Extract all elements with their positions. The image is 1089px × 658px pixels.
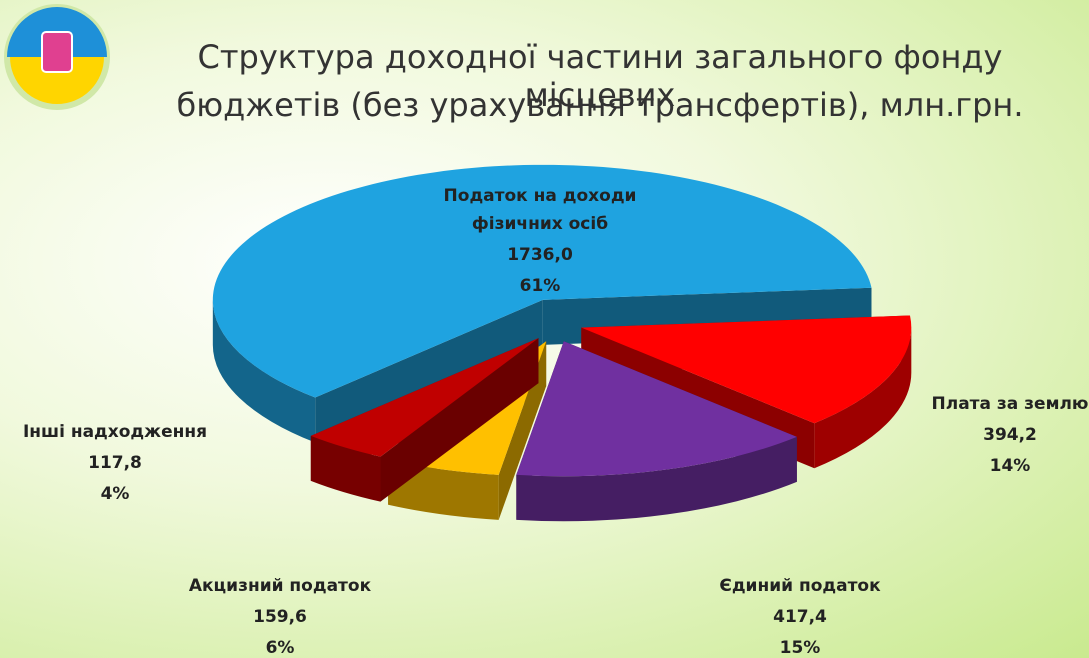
slice bbox=[212, 164, 872, 398]
value-label: 159,6 bbox=[253, 607, 307, 627]
slice bbox=[516, 341, 797, 477]
slice-face bbox=[315, 299, 543, 443]
slice-label: Єдиний податок bbox=[719, 576, 881, 596]
percent-label: 14% bbox=[989, 456, 1031, 476]
percent-label: 15% bbox=[779, 638, 821, 658]
chart-title: Структура доходної частини загального фо… bbox=[197, 38, 1003, 114]
percent-label: 61% bbox=[519, 276, 561, 296]
chart-title: бюджетів (без урахування трансфертів), м… bbox=[176, 86, 1024, 124]
slice bbox=[581, 315, 912, 424]
slice bbox=[310, 338, 539, 457]
slice-label: Акцизний податок bbox=[188, 576, 372, 596]
slice-side bbox=[814, 327, 912, 469]
logo bbox=[4, 4, 110, 110]
slice-label: Плата за землю bbox=[931, 394, 1089, 414]
percent-label: 4% bbox=[100, 484, 130, 504]
value-label: 417,4 bbox=[773, 607, 827, 627]
value-label: 394,2 bbox=[983, 425, 1037, 445]
slice-label: Інші надходження bbox=[22, 422, 208, 442]
percent-label: 6% bbox=[265, 638, 295, 658]
value-label: 1736,0 bbox=[507, 245, 573, 265]
slice-label: Податок на доходи фізичних осіб bbox=[443, 186, 637, 234]
slice-side bbox=[516, 436, 797, 522]
slice-side bbox=[310, 435, 381, 502]
value-label: 117,8 bbox=[88, 453, 142, 473]
slice-side bbox=[212, 299, 316, 443]
